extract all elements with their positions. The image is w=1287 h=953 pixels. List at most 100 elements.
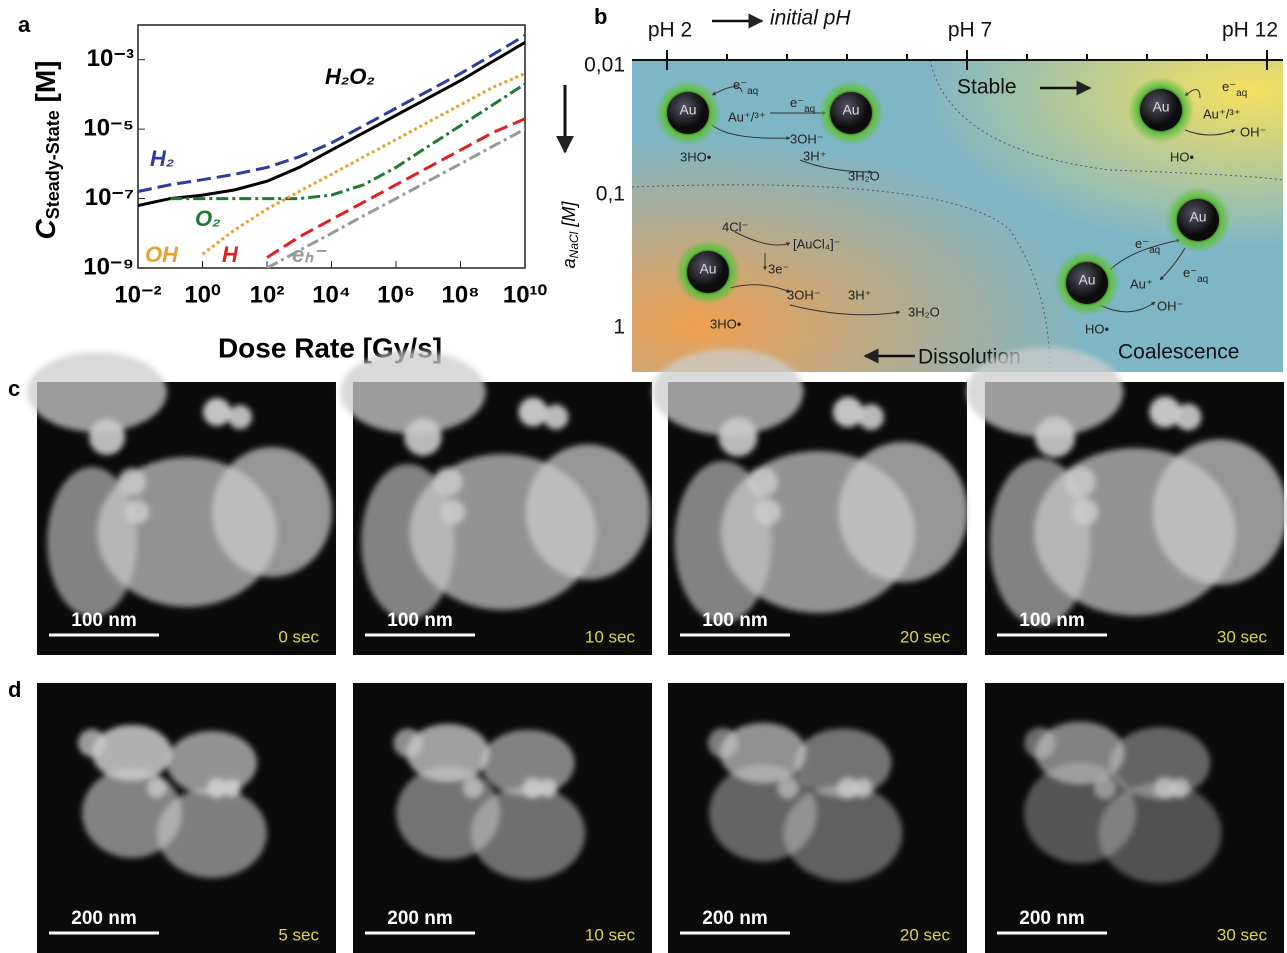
- y-tick-label: 10⁻⁹: [83, 253, 134, 280]
- species-label: 3OH⁻: [787, 287, 821, 302]
- y-label: 0,1: [596, 183, 625, 206]
- x-tick-label: 10⁻²: [114, 281, 161, 308]
- scale-bar-label: 100 nm: [1019, 610, 1084, 631]
- scale-bar-label: 200 nm: [387, 908, 452, 929]
- particle-label: Au: [1189, 209, 1206, 225]
- particle-shape: [853, 778, 872, 797]
- particle-label: Au: [679, 102, 696, 118]
- particle-shape: [393, 728, 422, 757]
- particle-label: Au: [699, 261, 716, 277]
- scale-bar-label: 200 nm: [1019, 908, 1084, 929]
- particle-shape: [203, 398, 231, 426]
- series-label: eₕ⁻: [292, 242, 327, 267]
- particle-label: Au: [842, 102, 859, 118]
- particle-shape: [147, 778, 167, 798]
- particle-shape: [784, 784, 903, 881]
- particle-shape: [544, 405, 569, 430]
- particle-shape: [1170, 778, 1190, 798]
- scale-bar-label: 100 nm: [702, 610, 767, 631]
- species-sub: aq: [747, 86, 758, 97]
- particle-shape: [404, 418, 441, 455]
- particle-shape: [1153, 439, 1287, 585]
- species-label: OH⁻: [1240, 124, 1266, 139]
- particle-shape: [89, 419, 125, 455]
- panel-label: d: [8, 677, 21, 702]
- particle-shape: [471, 786, 585, 880]
- particle-shape: [118, 468, 146, 496]
- panel-a: a CSteady-State [M] Dose Rate [Gy/s] 10⁻…: [18, 12, 548, 364]
- region-label: Stable: [957, 76, 1017, 99]
- particle-shape: [340, 350, 486, 433]
- particle-shape: [858, 404, 884, 430]
- particle-shape: [228, 405, 252, 429]
- species-label: Au⁺: [1130, 276, 1153, 291]
- scale-bar-label: 100 nm: [71, 610, 136, 631]
- particle-shape: [157, 788, 267, 878]
- particle-shape: [433, 467, 462, 496]
- species-label: OH⁻: [1157, 298, 1183, 313]
- particle-shape: [719, 418, 758, 457]
- particle-shape: [518, 397, 547, 426]
- scale-bar-label: 200 nm: [71, 908, 136, 929]
- time-label: 30 sec: [1217, 627, 1268, 646]
- particle-shape: [526, 444, 651, 579]
- ph-label: pH 7: [948, 19, 992, 42]
- particle-shape: [1024, 727, 1055, 758]
- particle-shape: [441, 500, 466, 525]
- region-label: Coalescence: [1118, 341, 1239, 364]
- series-label: O₂: [195, 206, 221, 231]
- species-label: 3H₂O: [908, 304, 940, 319]
- species-sub: aq: [1149, 245, 1160, 256]
- y-label: 0,01: [584, 54, 625, 77]
- particle-label: Au: [1152, 99, 1169, 115]
- species-sub: aq: [1236, 88, 1247, 99]
- particle-label: Au: [1078, 272, 1095, 288]
- y-tick-label: 10⁻⁷: [85, 184, 134, 211]
- micrograph: 200 nm5 sec: [37, 683, 336, 953]
- particle-shape: [463, 778, 484, 799]
- species-label: Au⁺/³⁺: [728, 109, 766, 124]
- particle-shape: [1035, 417, 1075, 457]
- ph-label: pH 12: [1222, 19, 1278, 42]
- panel-label: c: [8, 376, 20, 401]
- species-label: [AuCl₄]⁻: [793, 236, 841, 251]
- species-label: 3HO•: [680, 149, 712, 164]
- species-base: e⁻: [1222, 79, 1236, 94]
- particle-shape: [1072, 499, 1099, 526]
- particle-shape: [539, 779, 558, 798]
- particle-shape: [755, 499, 781, 525]
- time-label: 20 sec: [900, 627, 951, 646]
- particle-shape: [1175, 404, 1202, 431]
- species-label: 4Cl⁻: [722, 219, 748, 234]
- panel-label: b: [594, 4, 607, 29]
- series-label: H₂: [150, 146, 174, 171]
- species-label: Au⁺/³⁺: [1203, 106, 1241, 121]
- series-label: OH: [145, 242, 179, 267]
- species-base: e⁻: [733, 77, 747, 92]
- species-label: 3OH⁻: [790, 131, 824, 146]
- micrograph: 100 nm0 sec: [27, 352, 336, 655]
- micrograph: 100 nm 20 sec: [652, 349, 967, 655]
- particle-shape: [708, 728, 738, 758]
- species-base: e⁻: [1135, 236, 1149, 251]
- time-label: 20 sec: [900, 925, 951, 944]
- particle-shape: [777, 777, 799, 799]
- particle-shape: [78, 729, 106, 757]
- species-base: e⁻: [790, 95, 804, 110]
- x-tick-label: 10⁶: [377, 281, 415, 308]
- time-label: 10 sec: [585, 627, 636, 646]
- series-line: [138, 35, 525, 191]
- species-label: 3H₂O: [848, 168, 880, 183]
- species-label: HO•: [1170, 149, 1195, 164]
- species-sub: aq: [804, 104, 815, 115]
- y-axis-title: aNaCl [M]: [559, 201, 581, 269]
- particle-shape: [1094, 777, 1116, 799]
- species-label: 3e⁻: [768, 261, 789, 276]
- particle-shape: [838, 442, 968, 582]
- species-label: HO•: [1085, 321, 1110, 336]
- particle-shape: [1064, 466, 1095, 497]
- micrograph: 100 nm 30 sec: [967, 347, 1287, 655]
